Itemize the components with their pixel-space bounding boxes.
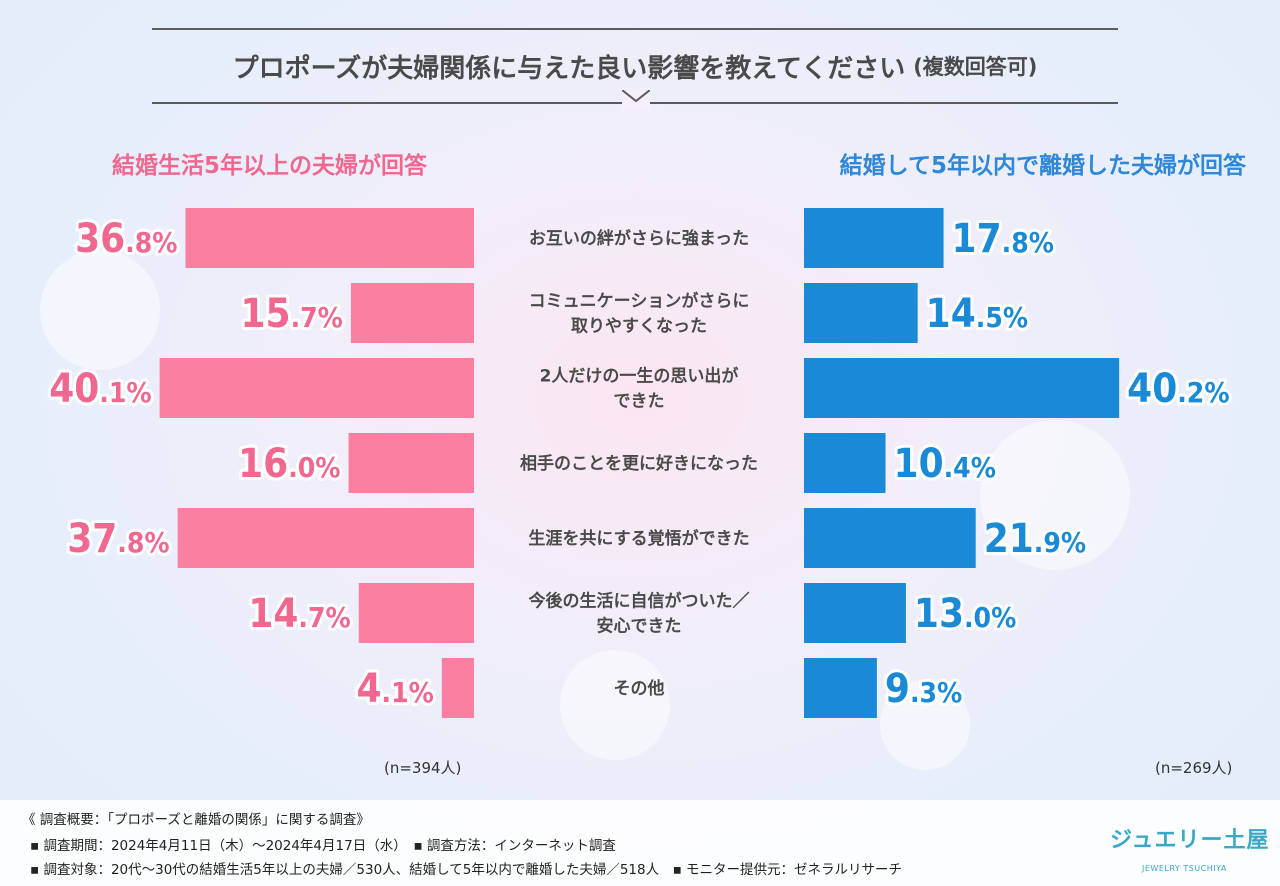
right-bar bbox=[804, 283, 918, 343]
category-label: 安心できた bbox=[597, 616, 682, 637]
right-value-label: 14.5% bbox=[926, 291, 1028, 337]
right-value-label: 13.0% bbox=[914, 591, 1016, 637]
chart-title-note: (複数回答可) bbox=[913, 55, 1038, 79]
left-value-label-decimal: .0% bbox=[288, 451, 340, 484]
left-bar bbox=[441, 658, 474, 718]
left-value-label-decimal: .8% bbox=[125, 226, 177, 259]
right-value-label-decimal: .2% bbox=[1177, 376, 1229, 409]
right-value-label-decimal: .9% bbox=[1034, 526, 1086, 559]
right-bar bbox=[804, 658, 877, 718]
title-notch-decoration bbox=[622, 90, 650, 110]
left-bar bbox=[348, 433, 474, 493]
right-value-label-decimal: .4% bbox=[944, 451, 996, 484]
left-value-label: 40.1% bbox=[49, 366, 151, 412]
category-label: 生涯を共にする覚悟ができた bbox=[528, 528, 749, 549]
survey-target-source: ▪ 調査対象：20代～30代の結婚生活5年以上の夫婦／530人、結婚して5年以内… bbox=[30, 862, 903, 878]
right-value-label: 10.4% bbox=[894, 441, 996, 487]
left-value-label-decimal: .8% bbox=[117, 526, 169, 559]
brand-logo-text: ジュエリー土屋 bbox=[1110, 827, 1270, 853]
category-label: 今後の生活に自信がついた／ bbox=[529, 591, 750, 612]
bokeh-decoration bbox=[980, 420, 1130, 570]
left-value-label-integer: 16 bbox=[238, 441, 288, 487]
left-bar bbox=[358, 583, 474, 643]
right-value-label-decimal: .0% bbox=[964, 601, 1016, 634]
left-value-label-integer: 36 bbox=[75, 216, 125, 262]
right-value-label: 9.3% bbox=[885, 666, 962, 712]
right-value-label-integer: 13 bbox=[914, 591, 964, 637]
bokeh-decoration bbox=[40, 250, 160, 370]
bokeh-decoration bbox=[560, 650, 670, 760]
left-value-label-decimal: .1% bbox=[99, 376, 151, 409]
category-label: お互いの絆がさらに強まった bbox=[529, 228, 749, 249]
category-label: その他 bbox=[614, 678, 665, 699]
left-value-label-decimal: .1% bbox=[382, 676, 434, 709]
right-series-label: 結婚して5年以内で離婚した夫婦が回答 bbox=[839, 153, 1246, 179]
right-value-label: 40.2% bbox=[1127, 366, 1229, 412]
survey-period-method: ▪ 調査期間：2024年4月11日（木）～2024年4月17日（水） ▪ 調査方… bbox=[30, 838, 616, 854]
right-bar bbox=[804, 358, 1120, 418]
category-label: 取りやすくなった bbox=[571, 317, 707, 337]
left-series-label: 結婚生活5年以上の夫婦が回答 bbox=[112, 153, 428, 179]
right-value-label-integer: 21 bbox=[984, 516, 1034, 562]
left-value-label-integer: 40 bbox=[49, 366, 99, 412]
right-value-label-integer: 9 bbox=[885, 666, 910, 712]
brand-logo-subtext: JEWELRY TSUCHIYA bbox=[1142, 864, 1227, 873]
survey-summary-title: 《 調査概要：「プロポーズと離婚の関係」に関する調査》 bbox=[22, 812, 370, 828]
right-value-label-integer: 10 bbox=[894, 441, 944, 487]
left-value-label: 37.8% bbox=[67, 516, 169, 562]
right-value-label-integer: 14 bbox=[926, 291, 976, 337]
category-label: 2人だけの一生の思い出が bbox=[540, 366, 739, 387]
left-value-label-decimal: .7% bbox=[291, 301, 343, 334]
left-bar bbox=[185, 208, 474, 268]
right-value-label-integer: 40 bbox=[1127, 366, 1177, 412]
left-value-label-decimal: .7% bbox=[298, 601, 350, 634]
left-value-label-integer: 15 bbox=[240, 291, 290, 337]
chart-title-text: プロポーズが夫婦関係に与えた良い影響を教えてください bbox=[232, 53, 906, 84]
category-label: 相手のことを更に好きになった bbox=[520, 453, 758, 474]
left-value-label: 16.0% bbox=[238, 441, 340, 487]
left-bar bbox=[177, 508, 474, 568]
category-label: コミュニケーションがさらに bbox=[529, 291, 750, 312]
left-value-label-integer: 4 bbox=[356, 666, 381, 712]
right-value-label-integer: 17 bbox=[952, 216, 1002, 262]
right-value-label-decimal: .3% bbox=[910, 676, 962, 709]
survey-footer: 《 調査概要：「プロポーズと離婚の関係」に関する調査》 ▪ 調査期間：2024年… bbox=[0, 800, 1280, 886]
left-sample-size: (n=394人) bbox=[384, 759, 462, 777]
right-bar bbox=[804, 208, 944, 268]
left-value-label-integer: 14 bbox=[248, 591, 298, 637]
right-value-label: 21.9% bbox=[984, 516, 1086, 562]
right-value-label-decimal: .5% bbox=[976, 301, 1028, 334]
right-value-label: 17.8% bbox=[952, 216, 1054, 262]
category-label: できた bbox=[614, 392, 665, 412]
left-value-label: 15.7% bbox=[240, 291, 342, 337]
left-bar bbox=[159, 358, 474, 418]
brand-logo: ジュエリー土屋 JEWELRY TSUCHIYA bbox=[1110, 814, 1270, 880]
right-bar bbox=[804, 433, 886, 493]
left-value-label: 36.8% bbox=[75, 216, 177, 262]
right-value-label-decimal: .8% bbox=[1002, 226, 1054, 259]
left-value-label: 14.7% bbox=[248, 591, 350, 637]
right-sample-size: (n=269人) bbox=[1155, 759, 1233, 777]
right-bar bbox=[804, 508, 976, 568]
left-value-label-integer: 37 bbox=[67, 516, 117, 562]
right-bar bbox=[804, 583, 906, 643]
left-bar bbox=[350, 283, 474, 343]
left-value-label: 4.1% bbox=[356, 666, 433, 712]
bokeh-decoration bbox=[880, 680, 970, 770]
